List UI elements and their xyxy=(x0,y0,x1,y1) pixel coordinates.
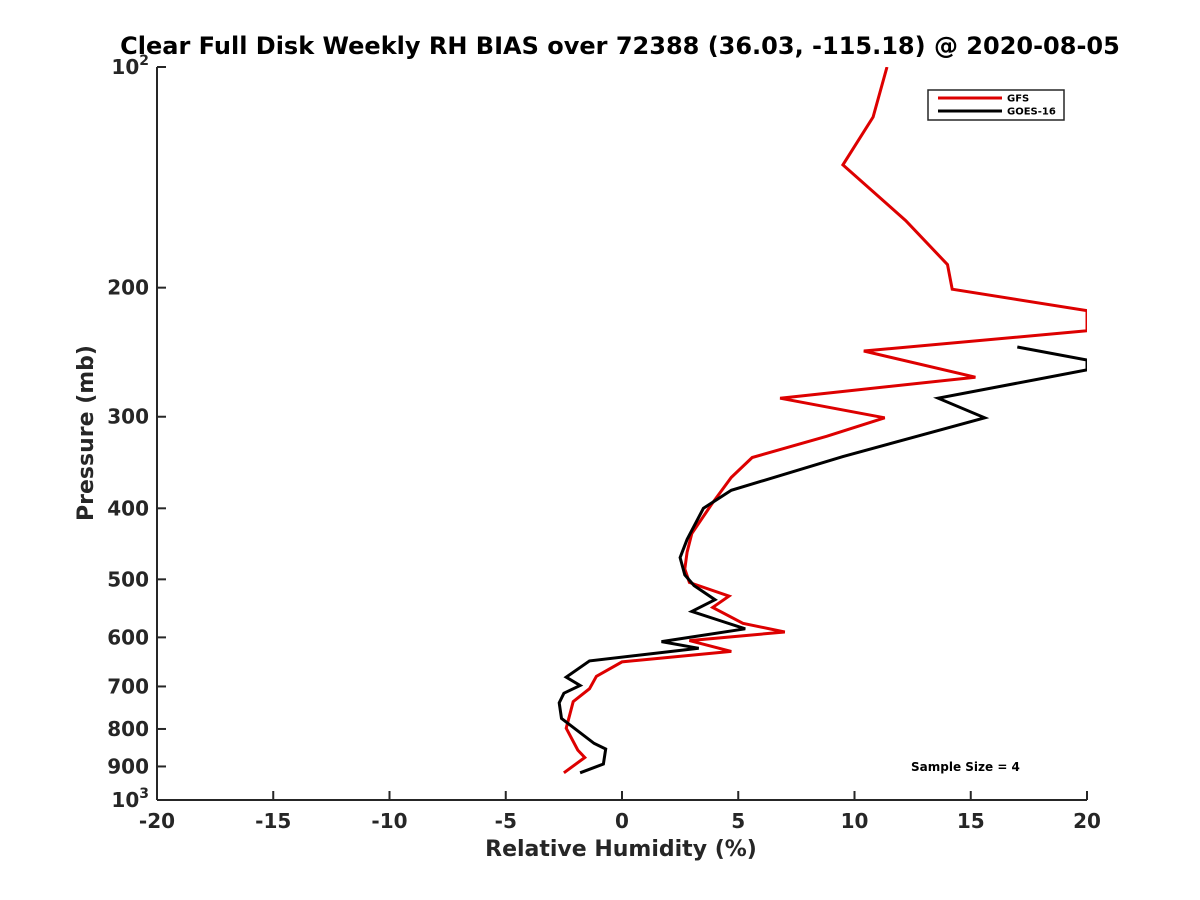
series-line-gfs xyxy=(563,67,1087,775)
x-axis-label: Relative Humidity (%) xyxy=(485,837,757,862)
chart-title: Clear Full Disk Weekly RH BIAS over 7238… xyxy=(120,32,1120,60)
sample-size-annotation: Sample Size = 4 xyxy=(911,760,1020,774)
x-tick-label: 10 xyxy=(841,809,869,833)
y-axis-label: Pressure (mb) xyxy=(74,345,99,521)
y-tick-label: 103 xyxy=(111,786,149,812)
y-tick-label: 400 xyxy=(107,496,149,520)
series-line-goes-16 xyxy=(557,345,1087,775)
legend: GFS GOES-16 xyxy=(927,89,1065,121)
legend-box xyxy=(927,89,1065,121)
y-tick-label: 200 xyxy=(107,276,149,300)
y-tick-group: 102 200 300 400 500 600 700 800 900 103 xyxy=(107,53,166,812)
legend-label-goes16: GOES-16 xyxy=(1007,107,1056,118)
x-tick-label: 0 xyxy=(615,809,629,833)
y-tick-label: 102 xyxy=(111,53,149,79)
x-tick-label: 15 xyxy=(957,809,985,833)
x-tick-label: -5 xyxy=(495,809,517,833)
x-tick-label: 5 xyxy=(731,809,745,833)
x-tick-label: -15 xyxy=(255,809,291,833)
y-tick-label: 300 xyxy=(107,405,149,429)
plot-area xyxy=(157,67,1087,800)
y-tick-label: 700 xyxy=(107,674,149,698)
x-tick-group: -20 -15 -10 -5 0 5 10 15 20 xyxy=(139,791,1101,833)
x-tick-label: -20 xyxy=(139,809,175,833)
y-tick-label: 500 xyxy=(107,567,149,591)
y-tick-label: 900 xyxy=(107,754,149,778)
plot-background xyxy=(157,67,1087,800)
legend-label-gfs: GFS xyxy=(1007,94,1029,105)
y-tick-label: 800 xyxy=(107,717,149,741)
y-tick-label: 600 xyxy=(107,625,149,649)
x-tick-label: 20 xyxy=(1073,809,1101,833)
series-layer xyxy=(557,67,1087,775)
x-tick-label: -10 xyxy=(371,809,407,833)
